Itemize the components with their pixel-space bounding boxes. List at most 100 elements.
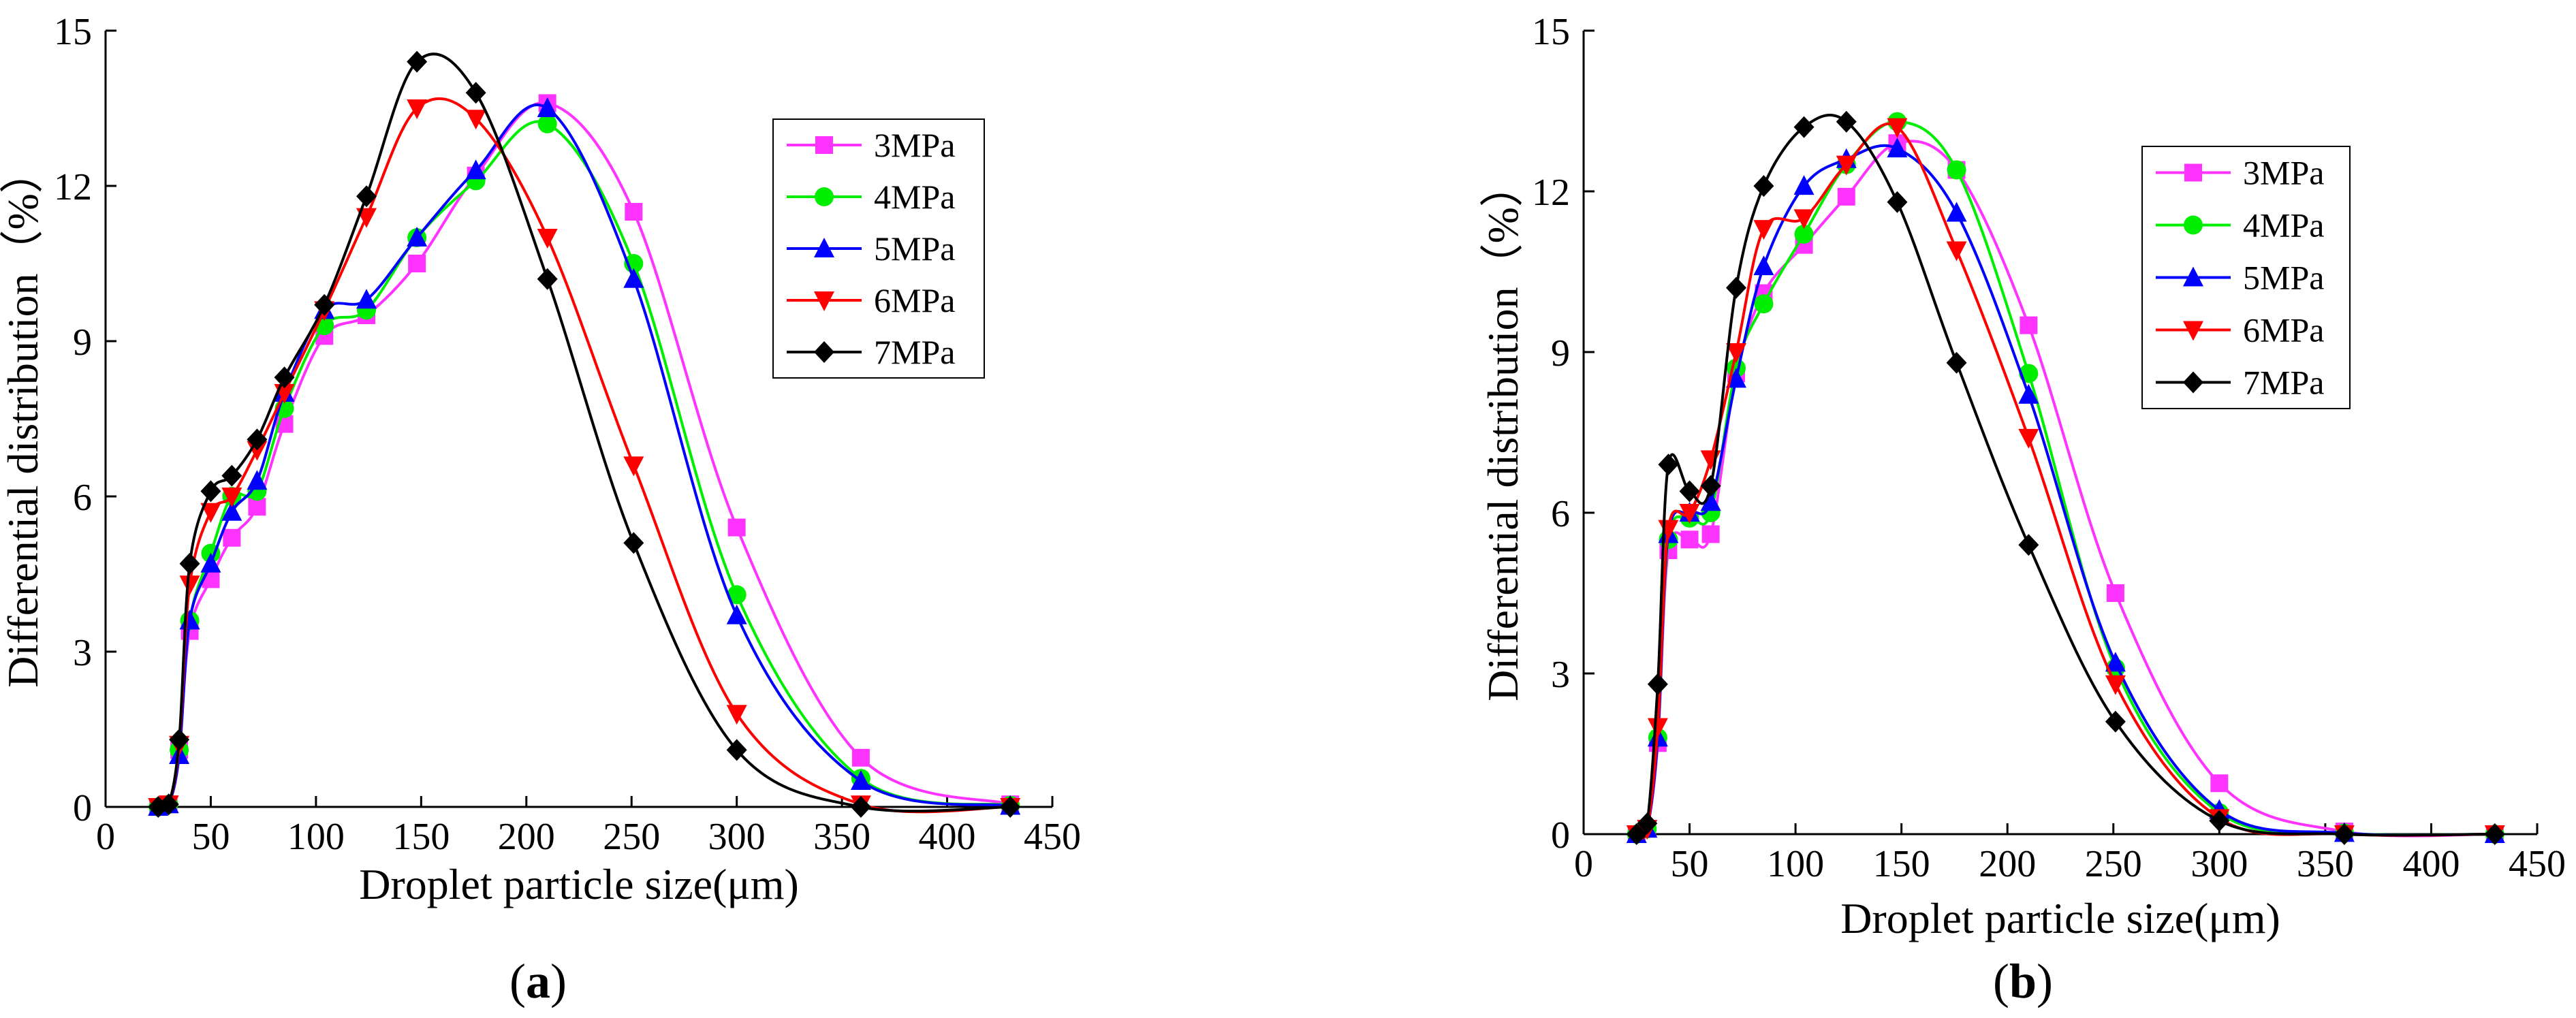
chart-a-point-5MPa [407,227,428,246]
chart-a-point-6MPa [200,503,221,523]
chart-a-x-tick-label: 0 [96,816,115,858]
chart-a-legend-label-6MPa: 6MPa [874,281,955,319]
chart-b-legend-marker-6MPa [2183,321,2203,341]
chart-b-series-line-5MPa [1635,144,2495,839]
chart-a-point-6MPa [179,575,200,596]
chart-a-point-3MPa [408,255,426,272]
chart-b-point-5MPa [1887,138,1908,158]
chart-b-x-tick-label: 100 [1767,843,1824,885]
chart-a-x-tick-label: 300 [708,816,766,858]
chart-b-point-3MPa [1680,530,1699,549]
chart-b-point-5MPa [1753,255,1774,276]
chart-b-legend-label-7MPa: 7MPa [2243,364,2324,402]
chart-b-point-3MPa [2106,584,2124,602]
chart-a-point-7MPa [850,796,871,818]
chart-a-point-7MPa [200,480,221,503]
chart-b-point-5MPa [2018,383,2039,404]
chart-b-x-tick-label: 350 [2297,843,2354,885]
chart-b-x-tick-label: 250 [2085,843,2142,885]
chart-b-y-tick-label: 9 [1551,332,1570,375]
chart-b-x-axis-title: Droplet particle size(μm) [1840,894,2280,942]
chart-a-point-6MPa [726,705,747,725]
chart-b-point-7MPa [2484,823,2505,845]
chart-b-point-4MPa [1794,224,1814,244]
chart-b-point-7MPa [1793,116,1815,138]
chart-b-point-6MPa [1836,155,1857,176]
chart-b-point-7MPa [1679,480,1700,503]
chart-a-x-tick-label: 450 [1024,816,1081,858]
chart-b-y-tick-label: 0 [1551,814,1570,857]
chart-b-x-tick-label: 150 [1873,843,1930,885]
chart-a-point-6MPa [407,99,428,119]
chart-b-point-6MPa [1793,209,1815,229]
chart-b-legend-label-3MPa: 3MPa [2243,154,2324,192]
chart-a-legend-marker-6MPa [814,291,834,311]
chart-a-x-tick-label: 350 [813,816,870,858]
chart-a-point-5MPa [465,159,486,180]
chart-a-point-7MPa [247,428,268,451]
chart-a-legend-label-7MPa: 7MPa [874,333,955,371]
chart-a-point-5MPa [537,97,558,117]
chart-a-point-3MPa [223,528,241,547]
chart-b-point-6MPa [1753,220,1774,240]
chart-a-point-7MPa [537,268,558,290]
chart-b-point-7MPa [2334,823,2355,845]
chart-a-y-tick-label: 0 [73,787,92,829]
chart-a-point-3MPa [851,748,870,767]
chart-a-point-5MPa [247,470,268,490]
chart-a-x-tick-label: 50 [191,816,230,858]
chart-b-y-tick-label: 12 [1532,172,1570,214]
chart-b-point-7MPa [1637,812,1658,835]
chart-b-point-3MPa [1701,525,1720,543]
chart-b-y-tick-label: 3 [1551,654,1570,696]
chart-b-x-tick-label: 0 [1574,843,1593,885]
chart-a-point-7MPa [158,793,179,816]
chart-a-y-axis-title: Differential distribution（%） [0,150,47,688]
chart-a-legend-marker-7MPa [814,341,834,363]
chart-a-point-6MPa [465,110,486,130]
chart-a-point-7MPa [221,464,242,487]
chart-a-y-tick-label: 9 [73,321,92,364]
chart-a-point-7MPa [623,532,644,554]
chart-b-point-5MPa [1946,202,1967,222]
chart-b-series-line-7MPa [1635,114,2495,840]
chart-b-point-6MPa [1679,504,1700,524]
chart-b-point-5MPa [2105,652,2126,672]
chart-a-point-7MPa [726,739,747,761]
chart-b-point-4MPa [1947,160,1966,180]
chart-a-point-7MPa [356,185,377,208]
chart-b-point-7MPa [2105,710,2126,733]
chart-b-legend-marker-3MPa [2184,163,2202,182]
chart-a-x-tick-label: 200 [498,816,555,858]
chart-b-point-6MPa [1726,343,1746,363]
chart-a-point-5MPa [356,289,377,309]
chart-a-point-5MPa [623,268,644,288]
chart-a-point-7MPa [465,82,486,104]
chart-a-point-7MPa [407,50,428,73]
chart-b-legend-marker-4MPa [2184,215,2203,235]
chart-b-x-tick-label: 200 [1979,843,2036,885]
chart-b-point-7MPa [1887,191,1908,213]
chart-b-y-tick-label: 6 [1551,493,1570,535]
chart-a-legend-marker-5MPa [814,238,834,257]
chart-a-point-7MPa [314,293,335,316]
chart-b-point-6MPa [2018,428,2039,449]
chart-a-legend-marker-4MPa [815,187,834,206]
chart-b-point-7MPa [1753,175,1774,197]
chart-b-point-5MPa [1793,175,1815,195]
chart-panel-a: (a) 0 50 100 150 200 250 300 350 400 450 0 3 6 9 12 15 D… [0,11,1081,1008]
chart-b-point-3MPa [2210,774,2229,793]
chart-a-point-7MPa [169,729,190,751]
chart-a-legend-marker-3MPa [815,136,833,154]
chart-b-point-7MPa [1726,276,1746,299]
chart-a-y-tick-label: 15 [54,11,92,53]
chart-b-point-7MPa [2209,810,2230,832]
chart-a-point-3MPa [727,518,746,537]
chart-panel-b: (b) 0 50 100 150 200 250 300 350 400 450 0 3 6 9 12 15 D… [1479,11,2566,1008]
chart-b-y-tick-label: 15 [1532,11,1570,53]
chart-a-x-tick-label: 250 [603,816,660,858]
chart-a-y-tick-label: 6 [73,477,92,519]
chart-a-x-tick-label: 150 [392,816,450,858]
chart-a-point-6MPa [221,488,242,507]
